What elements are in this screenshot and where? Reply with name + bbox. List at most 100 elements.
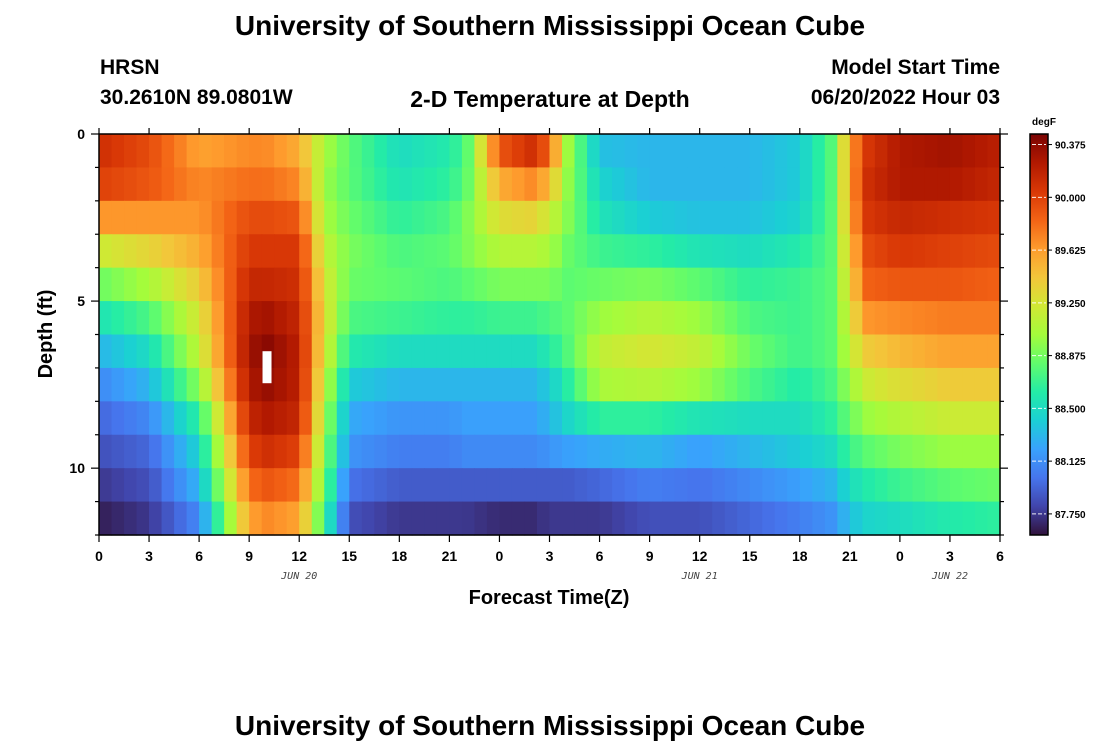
heatmap-cell — [824, 301, 838, 336]
heatmap-cell — [461, 468, 476, 503]
heatmap-cell — [424, 501, 438, 536]
heatmap-cell — [574, 134, 588, 169]
heatmap-cell — [662, 367, 676, 402]
heatmap-cell — [449, 367, 463, 402]
heatmap-cell — [862, 167, 876, 202]
heatmap-cell — [286, 301, 300, 336]
heatmap-cell — [562, 434, 576, 469]
heatmap-cell — [349, 234, 363, 269]
heatmap-cell — [111, 334, 125, 369]
heatmap-cell — [161, 334, 175, 369]
heatmap-cell — [899, 367, 913, 402]
heatmap-cell — [674, 501, 688, 536]
heatmap-cell — [574, 401, 588, 436]
heatmap-cell — [274, 501, 288, 536]
heatmap-cell — [624, 234, 638, 269]
heatmap-cell — [311, 200, 325, 235]
heatmap-cell — [499, 167, 513, 202]
heatmap-cell — [99, 200, 113, 235]
heatmap-cell — [424, 267, 438, 302]
heatmap-cell — [199, 434, 213, 469]
heatmap-cell — [524, 334, 538, 369]
heatmap-cell — [311, 334, 325, 369]
heatmap-cell — [724, 134, 738, 169]
heatmap-cell — [937, 434, 951, 469]
heatmap-cell — [199, 367, 213, 402]
heatmap-cell — [787, 134, 801, 169]
heatmap-cell — [874, 167, 888, 202]
heatmap-cell — [249, 434, 263, 469]
heatmap-cell — [536, 501, 551, 536]
heatmap-cell — [587, 134, 601, 169]
data-marker — [262, 351, 272, 384]
heatmap-cell — [662, 134, 676, 169]
heatmap-cell — [274, 401, 288, 436]
heatmap-cell — [111, 367, 125, 402]
heatmap-cell — [524, 434, 538, 469]
heatmap-cell — [649, 167, 663, 202]
heatmap-cell — [674, 301, 688, 336]
heatmap-cell — [499, 200, 513, 235]
heatmap-cell — [424, 200, 438, 235]
heatmap-cell — [311, 234, 325, 269]
heatmap-cell — [924, 301, 939, 336]
heatmap-cell — [662, 468, 676, 503]
heatmap-cell — [149, 234, 163, 269]
heatmap-cell — [111, 267, 125, 302]
heatmap-cell — [299, 401, 313, 436]
heatmap-cell — [511, 501, 526, 536]
heatmap-cell — [536, 334, 551, 369]
heatmap-cell — [562, 468, 576, 503]
heatmap-cell — [787, 401, 801, 436]
heatmap-cell — [249, 234, 263, 269]
heatmap-cell — [449, 501, 463, 536]
heatmap-cell — [186, 167, 200, 202]
heatmap-cell — [399, 267, 413, 302]
heatmap-cell — [824, 367, 838, 402]
heatmap-cell — [899, 234, 913, 269]
heatmap-cell — [749, 200, 763, 235]
heatmap-cell — [874, 234, 888, 269]
heatmap-cell — [849, 200, 863, 235]
heatmap-cell — [211, 367, 225, 402]
heatmap-cell — [799, 134, 813, 169]
heatmap-cell — [549, 468, 563, 503]
heatmap-cell — [186, 301, 200, 336]
heatmap-cell — [749, 234, 763, 269]
heatmap-cell — [436, 267, 450, 302]
heatmap-cell — [987, 468, 1001, 503]
heatmap-cell — [486, 134, 501, 169]
heatmap-cell — [662, 401, 676, 436]
heatmap-cell — [949, 234, 964, 269]
heatmap-cell — [987, 200, 1001, 235]
heatmap-cell — [236, 301, 250, 336]
heatmap-cell — [349, 200, 363, 235]
heatmap-cell — [424, 434, 438, 469]
heatmap-cell — [899, 334, 913, 369]
heatmap-cell — [224, 301, 238, 336]
x-tick-label: 15 — [341, 548, 357, 564]
heatmap-cell — [862, 468, 876, 503]
heatmap-cell — [111, 401, 125, 436]
x-date-label: JUN 20 — [280, 571, 317, 582]
heatmap-cell — [549, 267, 563, 302]
heatmap-cell — [637, 468, 651, 503]
heatmap-cell — [799, 367, 813, 402]
heatmap-cell — [361, 367, 375, 402]
heatmap-cell — [124, 367, 138, 402]
heatmap-cell — [562, 234, 576, 269]
heatmap-cell — [111, 501, 125, 536]
heatmap-cell — [299, 134, 313, 169]
heatmap-cell — [912, 434, 926, 469]
heatmap-cell — [424, 167, 438, 202]
heatmap-cell — [349, 401, 363, 436]
heatmap-cell — [912, 267, 926, 302]
heatmap-cell — [749, 401, 763, 436]
heatmap-cell — [474, 434, 488, 469]
heatmap-cell — [224, 134, 238, 169]
heatmap-cell — [286, 234, 300, 269]
colorbar-tick-label: 90.375 — [1055, 141, 1086, 152]
heatmap-cell — [374, 468, 388, 503]
heatmap-cell — [687, 301, 701, 336]
heatmap-cell — [236, 367, 250, 402]
